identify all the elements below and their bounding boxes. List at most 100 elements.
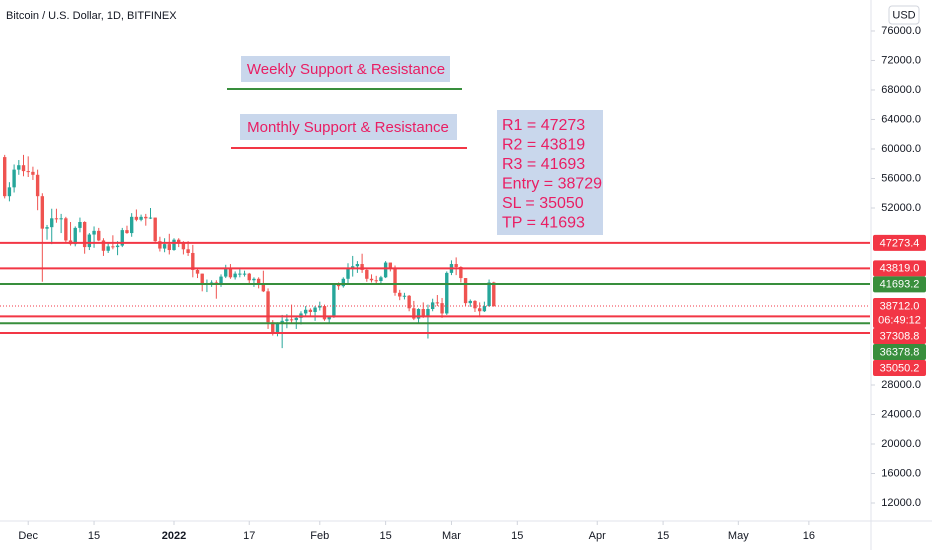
candle-body [200,273,204,285]
price-label-bg [873,297,926,328]
candle-body [54,218,59,220]
candle-body [78,222,82,228]
weekly-note-bg [241,56,450,82]
candle-body [374,280,378,282]
x-tick-label: 15 [88,530,100,542]
candle-body [285,319,289,321]
price-label: 43819.0 [880,263,920,275]
candle-body [365,269,369,279]
y-tick-label: 64000.0 [881,113,921,125]
countdown-label: 06:49:12 [878,314,921,326]
candle-body [228,267,233,278]
candle-body [308,309,313,312]
candle-body [252,278,256,281]
candle-body [318,306,322,308]
x-tick-label: Apr [589,530,606,542]
candle-body [224,267,228,277]
candle-body [106,246,110,251]
x-tick-label: Dec [18,530,38,542]
candle-body [477,308,482,312]
candle-body [487,282,491,307]
candle-body [492,282,496,306]
candle-body [341,278,345,287]
x-tick-label: 15 [511,530,523,542]
candle-body [327,316,331,320]
candle-body [266,291,270,323]
candle-body [209,282,214,284]
candle-body [101,240,106,251]
y-tick-label: 76000.0 [881,25,921,37]
candle-body [120,230,124,246]
y-tick-label: 12000.0 [881,497,921,509]
candle-body [115,245,120,248]
candle-body [97,230,101,241]
candle-body [26,171,30,173]
candle-body [275,323,280,333]
candle-body [289,319,294,321]
candle-body [388,262,393,268]
candle-body [153,217,157,242]
candle-body [463,278,468,304]
candle-body [416,309,421,319]
price-label: 41693.2 [880,279,920,291]
candle-body [412,308,416,319]
marks [0,154,870,349]
candle-body [181,242,186,250]
candle-body [129,216,134,234]
price-label: 47273.4 [880,237,920,249]
candle-body [40,196,45,229]
price-label-bg [873,359,926,376]
candle-body [313,307,317,312]
x-tick-label: 2022 [162,530,186,542]
price-label-bg [873,260,926,277]
price-label: 35050.2 [880,362,920,374]
candle-body [440,303,444,314]
candle-body [134,216,139,220]
candle-body [139,216,143,220]
candle-body [398,292,402,297]
levels-box-line: R2 = 43819 [502,137,585,154]
candle-body [332,284,336,317]
x-tick-label: 17 [243,530,255,542]
y-tick-label: 60000.0 [881,143,921,155]
candle-body [256,278,261,284]
candle-body [59,218,63,220]
levels-box-line: R1 = 47273 [502,117,585,134]
candle-body [426,309,430,317]
candle-body [82,222,87,248]
candle-body [50,218,54,228]
levels-box-line: Entry = 38729 [502,176,602,193]
candle-body [31,171,35,175]
monthly-note-bg [240,114,457,140]
price-label-bg [873,343,926,360]
candle-body [73,227,77,245]
price-label: 37308.8 [880,330,920,342]
levels-box-bg [497,110,603,235]
candle-body [111,246,115,248]
candle-body [92,230,96,235]
price-label: 36378.8 [880,346,920,358]
candle-body [379,277,383,282]
y-tick-label: 24000.0 [881,408,921,420]
candle-body [473,300,477,309]
candle-body [64,218,68,241]
chart-title: Bitcoin / U.S. Dollar, 1D, BITFINEX [6,10,177,22]
y-tick-label: 20000.0 [881,438,921,450]
x-tick-label: May [728,530,749,542]
candle-body [383,262,388,278]
candle-body [360,264,364,270]
price-label: 38712.0 [880,300,920,312]
candle-body [35,174,40,197]
candle-body [303,309,308,314]
monthly-note: Monthly Support & Resistance [247,119,449,136]
y-tick-label: 56000.0 [881,172,921,184]
currency-button[interactable] [888,5,920,25]
candle-body [336,284,341,287]
candle-body [186,249,190,253]
candle-body [162,244,167,249]
currency-label[interactable]: USD [892,9,915,21]
candle-body [214,282,219,284]
candle-body [355,264,360,267]
candle-body [435,302,440,304]
